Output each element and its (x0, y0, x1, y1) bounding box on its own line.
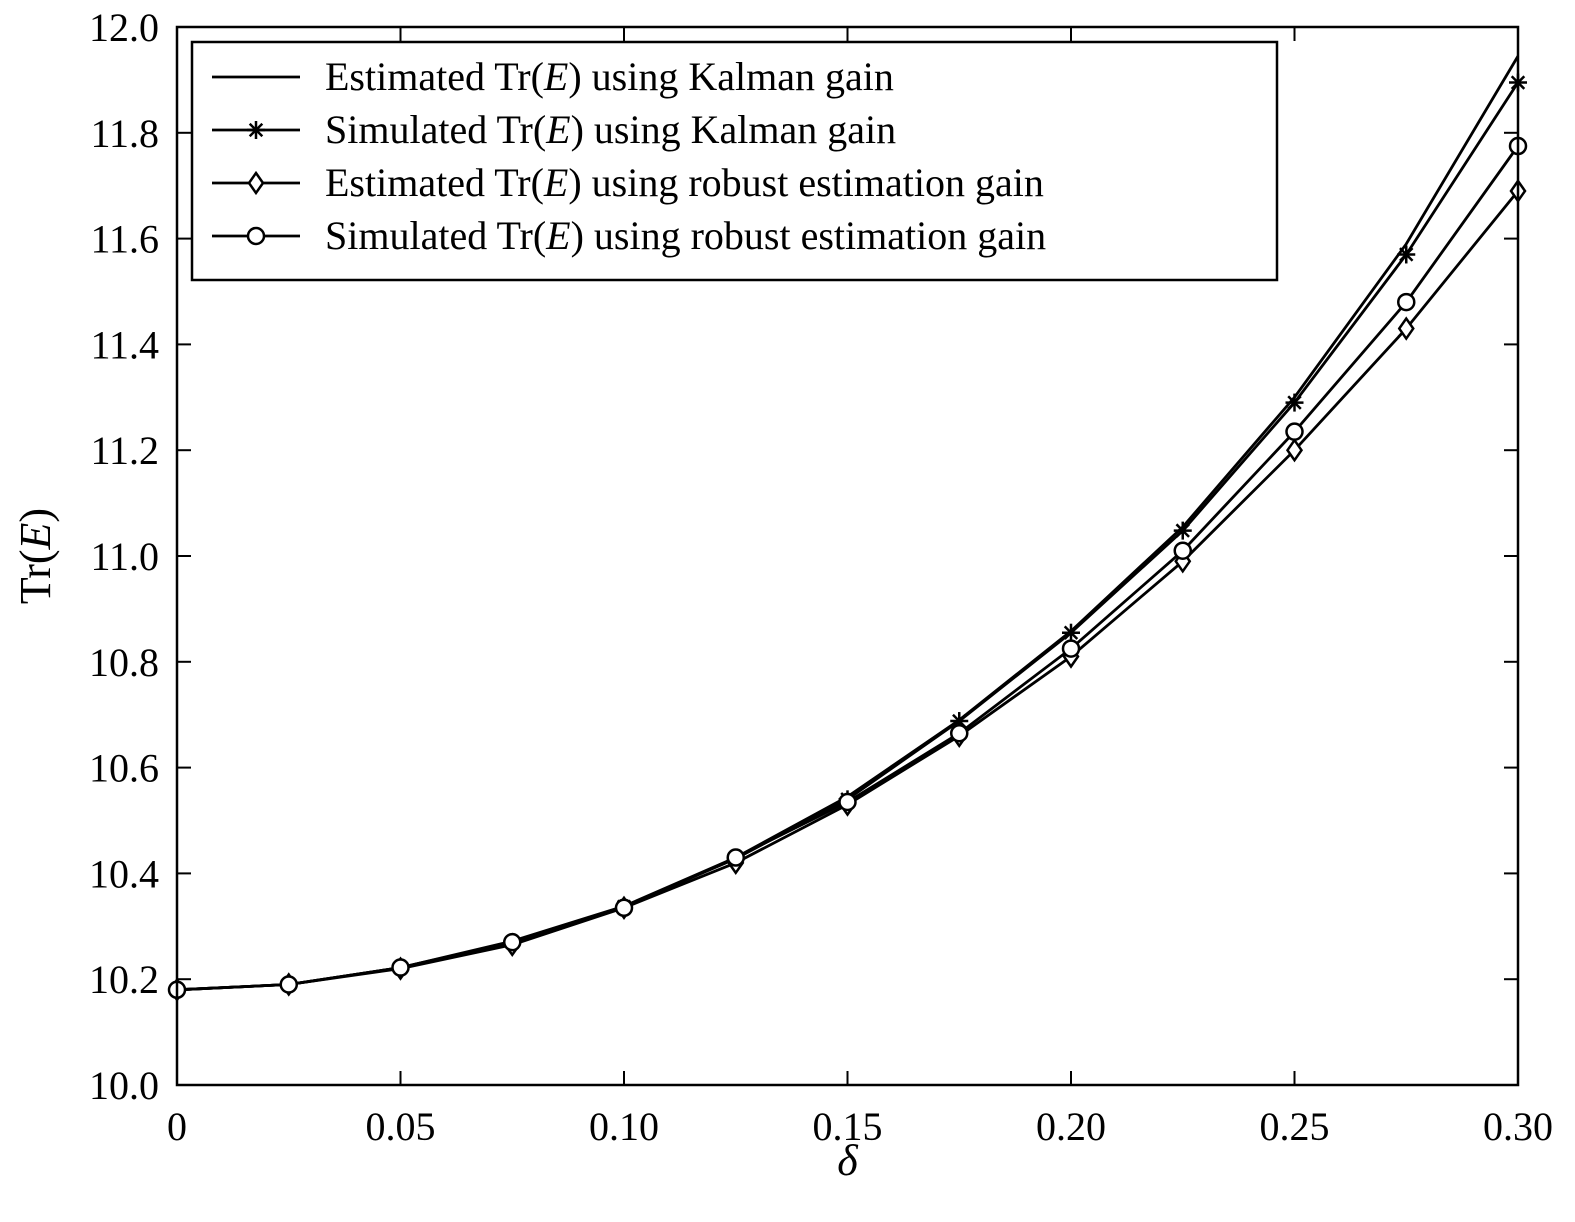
series-3 (168, 178, 1527, 1002)
y-tick-label: 11.8 (90, 111, 159, 156)
data-point-asterisk (247, 121, 265, 139)
data-point-diamond (1285, 438, 1304, 463)
data-point-asterisk (1062, 623, 1080, 642)
x-tick-label: 0.30 (1483, 1104, 1553, 1149)
data-point-circle (246, 226, 266, 246)
data-point-circle (1061, 639, 1081, 658)
x-axis-title: δ (837, 1136, 859, 1185)
y-tick-label: 10.2 (89, 957, 159, 1002)
series-layer (167, 55, 1528, 1002)
legend-entry: Estimated Tr(E) using Kalman gain (212, 54, 894, 99)
y-tick-label: 10.8 (89, 640, 159, 685)
legend-entry: Simulated Tr(E) using Kalman gain (212, 107, 896, 152)
x-tick-label: 0 (167, 1104, 187, 1149)
y-tick-label: 11.2 (90, 428, 159, 473)
y-axis-title-suffix: ) (11, 508, 60, 523)
data-point-circle (838, 792, 857, 812)
y-tick-label: 12.0 (89, 5, 159, 50)
y-axis: 10.0 10.2 10.4 10.6 10.8 11.0 11.2 11.4 11.6 11.8… (89, 5, 1518, 1108)
data-point-circle (726, 848, 745, 867)
x-tick-label: 0.10 (589, 1104, 659, 1149)
legend-items: Estimated Tr(E) using Kalman gain Simulat… (212, 54, 1046, 258)
data-point-circle (1173, 541, 1192, 560)
x-axis: 0 0.05 0.10 0.15 0.20 0.25 0.30 (167, 27, 1553, 1149)
data-point-circle (279, 975, 298, 994)
y-axis-title-prefix: Tr( (11, 549, 60, 604)
y-tick-label: 11.0 (90, 534, 159, 579)
data-point-asterisk (1285, 393, 1304, 412)
legend-box (190, 40, 1279, 282)
y-tick-label: 10.6 (89, 746, 159, 791)
data-point-circle (503, 932, 522, 952)
data-point-circle (391, 958, 410, 977)
data-point-asterisk (1397, 245, 1416, 264)
legend: Estimated Tr(E) using Kalman gain Simulat… (190, 40, 1279, 282)
data-point-asterisk (1173, 521, 1192, 540)
series-line (176, 190, 1520, 992)
y-axis-title: Tr(E) (11, 508, 60, 604)
y-tick-label: 11.4 (90, 322, 159, 367)
x-tick-label: 0.15 (813, 1104, 883, 1149)
legend-label: Estimated Tr(E) using Kalman gain (325, 54, 894, 99)
x-tick-label: 0.25 (1260, 1104, 1330, 1149)
legend-entry: Simulated Tr(E) using robust estimation … (212, 213, 1046, 258)
data-point-circle (1285, 422, 1304, 441)
y-tick-label: 11.6 (90, 217, 159, 262)
y-tick-label: 10.4 (89, 851, 159, 896)
data-point-circle (1397, 292, 1416, 312)
legend-label: Simulated Tr(E) using robust estimation … (325, 213, 1046, 258)
legend-entry: Estimated Tr(E) using robust estimation … (212, 160, 1044, 205)
data-point-diamond (247, 170, 265, 196)
data-point-diamond (1397, 316, 1415, 341)
legend-label: Estimated Tr(E) using robust estimation … (325, 160, 1044, 205)
data-point-circle (614, 898, 634, 918)
series-4 (167, 136, 1528, 1000)
y-axis-title-variable: E (11, 522, 60, 550)
x-tick-label: 0.20 (1036, 1104, 1106, 1149)
legend-label: Simulated Tr(E) using Kalman gain (325, 107, 896, 152)
data-point-circle (950, 723, 969, 743)
y-tick-label: 10.0 (89, 1063, 159, 1108)
x-tick-label: 0.05 (366, 1104, 436, 1149)
